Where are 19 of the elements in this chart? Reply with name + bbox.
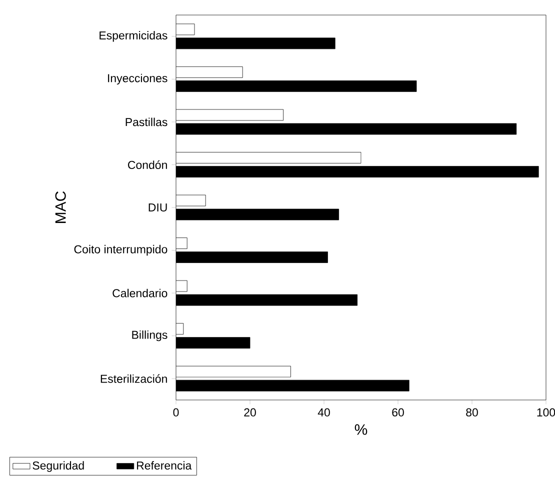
y-tick-label: Condón <box>128 160 167 170</box>
x-tick-label: 0 <box>173 408 179 416</box>
x-tick-label: 80 <box>466 408 478 416</box>
x-tick-label: 40 <box>318 408 330 416</box>
y-tick-label: Pastillas <box>126 118 168 126</box>
y-tick-label: Espermicidas <box>100 31 168 42</box>
y-tick-label: DIU <box>148 203 167 212</box>
legend-label: Seguridad <box>32 461 84 472</box>
y-tick-label: Calendario <box>112 288 168 298</box>
x-tick-label: 60 <box>392 408 404 416</box>
legend-label: Referencia <box>137 461 192 470</box>
y-tick-label: Esterilización <box>100 374 167 383</box>
x-tick-label: 20 <box>244 408 256 416</box>
y-tick-label: Inyecciones <box>108 74 168 85</box>
y-axis-title: MAC <box>55 191 66 223</box>
y-tick-label: Billings <box>132 330 168 342</box>
x-tick-label: 100 <box>537 408 555 416</box>
y-tick-label: Coito interrumpido <box>74 244 168 256</box>
x-axis-title: % <box>354 424 368 435</box>
